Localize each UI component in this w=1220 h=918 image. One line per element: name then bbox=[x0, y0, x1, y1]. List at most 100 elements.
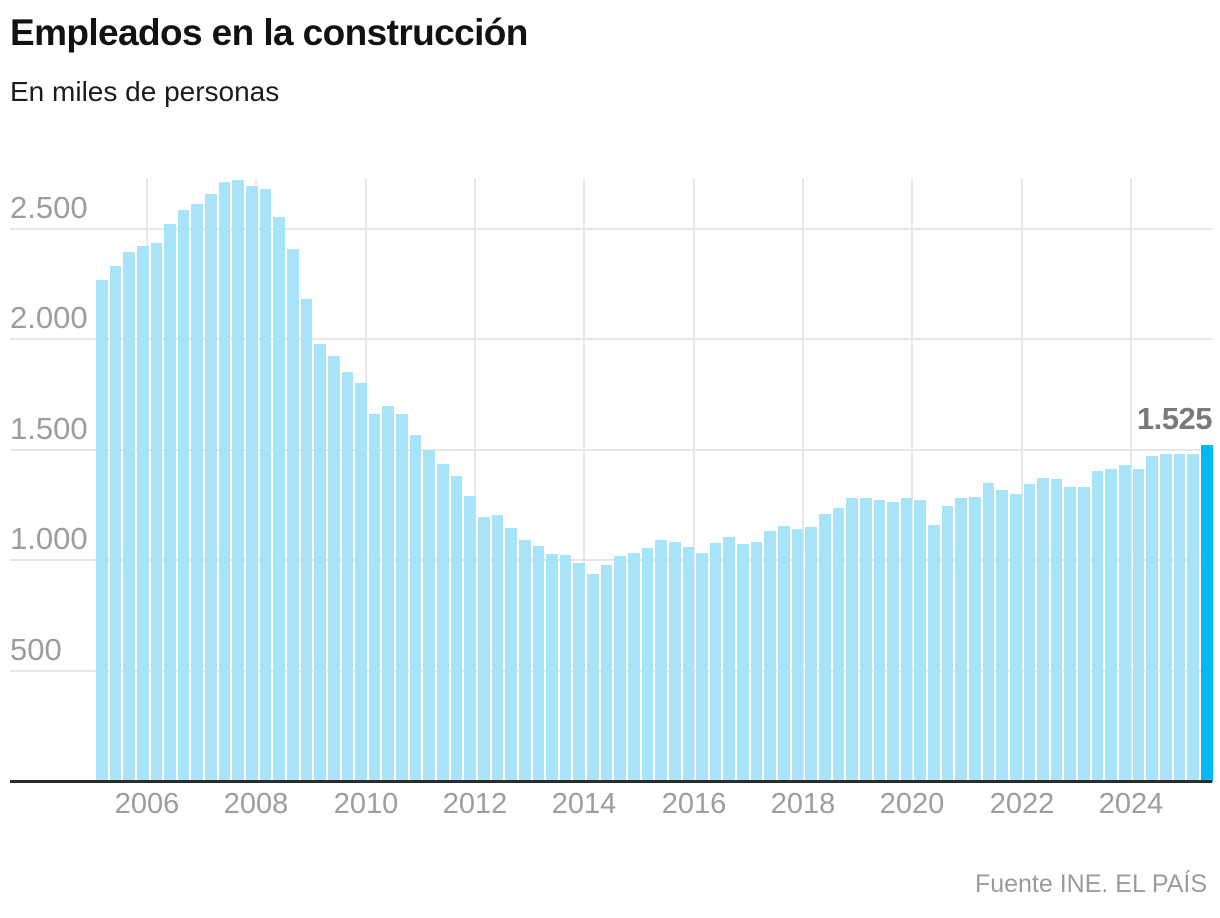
x-gridline bbox=[1130, 178, 1132, 780]
bar bbox=[109, 266, 122, 782]
bar bbox=[600, 565, 613, 782]
source-credit: Fuente INE. EL PAÍS bbox=[974, 870, 1207, 898]
bar bbox=[955, 498, 967, 782]
x-gridline bbox=[802, 178, 804, 780]
bar bbox=[655, 540, 667, 782]
bar bbox=[1009, 494, 1022, 782]
bar bbox=[191, 204, 204, 782]
x-tick-label: 2020 bbox=[879, 788, 945, 820]
bar bbox=[900, 498, 913, 782]
bar bbox=[123, 252, 135, 782]
bar bbox=[914, 500, 927, 782]
bar bbox=[341, 372, 354, 782]
bar bbox=[805, 527, 817, 782]
x-gridline bbox=[474, 178, 476, 780]
x-tick-label: 2024 bbox=[1098, 788, 1164, 820]
y-tick-label: 2.500 bbox=[10, 190, 88, 225]
chart-subtitle: En miles de personas bbox=[10, 76, 280, 107]
bar bbox=[696, 553, 708, 782]
bar bbox=[573, 563, 586, 782]
bar bbox=[355, 383, 367, 782]
bar bbox=[314, 344, 326, 782]
x-tick-label: 2016 bbox=[661, 788, 727, 820]
bar bbox=[709, 543, 722, 782]
bar bbox=[859, 498, 872, 782]
bar bbox=[273, 217, 285, 782]
bar bbox=[177, 210, 190, 782]
bar bbox=[682, 547, 695, 782]
bar bbox=[164, 224, 176, 782]
bar bbox=[668, 542, 681, 782]
bar bbox=[327, 356, 340, 782]
bar bbox=[246, 186, 258, 782]
bar bbox=[791, 529, 804, 782]
y-gridline bbox=[10, 228, 1212, 230]
bar bbox=[818, 514, 831, 782]
bar bbox=[1119, 465, 1131, 782]
bar bbox=[832, 508, 845, 782]
bar bbox=[1037, 478, 1049, 782]
bar bbox=[1078, 487, 1090, 782]
bar bbox=[505, 528, 517, 782]
x-tick-label: 2012 bbox=[442, 788, 508, 820]
x-tick-label: 2008 bbox=[223, 788, 289, 820]
bar bbox=[300, 299, 313, 782]
y-tick-label: 500 bbox=[10, 632, 62, 667]
bar-series bbox=[96, 176, 1213, 782]
x-axis-line bbox=[10, 780, 1212, 783]
bar bbox=[982, 483, 995, 782]
bar bbox=[136, 246, 149, 782]
chart-title: Empleados en la construcción bbox=[10, 12, 528, 53]
bar bbox=[778, 526, 790, 782]
x-gridline bbox=[911, 178, 913, 780]
bar bbox=[737, 544, 749, 782]
bar bbox=[1091, 471, 1104, 782]
x-gridline bbox=[1021, 178, 1023, 780]
bar bbox=[286, 249, 299, 782]
bar bbox=[1064, 487, 1077, 782]
bar bbox=[423, 450, 436, 782]
bar bbox=[1187, 454, 1199, 782]
y-gridline bbox=[10, 559, 1212, 561]
bar bbox=[232, 180, 245, 782]
bar bbox=[1173, 454, 1186, 782]
bar bbox=[368, 414, 381, 782]
bar bbox=[218, 182, 231, 782]
bar bbox=[996, 490, 1008, 782]
bar bbox=[205, 194, 217, 782]
bar bbox=[941, 506, 954, 782]
x-tick-label: 2022 bbox=[989, 788, 1055, 820]
bar bbox=[846, 498, 858, 782]
bar bbox=[477, 517, 490, 782]
bar bbox=[587, 574, 599, 782]
bar bbox=[1050, 479, 1063, 782]
bar bbox=[559, 555, 572, 782]
x-gridline bbox=[583, 178, 585, 780]
x-tick-label: 2010 bbox=[333, 788, 399, 820]
bar bbox=[150, 243, 163, 782]
bar bbox=[873, 500, 886, 782]
bar bbox=[382, 406, 395, 782]
bar bbox=[96, 280, 108, 782]
y-tick-label: 1.000 bbox=[10, 521, 88, 556]
bar bbox=[1146, 456, 1158, 782]
bar bbox=[1105, 469, 1118, 782]
bar bbox=[641, 548, 654, 782]
y-tick-label: 2.000 bbox=[10, 300, 88, 335]
bar bbox=[750, 542, 763, 782]
bar-highlighted bbox=[1200, 445, 1213, 782]
bar bbox=[887, 502, 899, 782]
x-gridline bbox=[693, 178, 695, 780]
bar bbox=[627, 553, 640, 782]
x-tick-label: 2014 bbox=[551, 788, 617, 820]
bar bbox=[1023, 484, 1036, 782]
bar bbox=[491, 515, 504, 782]
bar bbox=[464, 496, 476, 782]
bar bbox=[409, 435, 422, 782]
bar bbox=[259, 189, 272, 782]
bar bbox=[928, 525, 940, 782]
bar bbox=[532, 546, 545, 782]
bar bbox=[969, 497, 981, 782]
